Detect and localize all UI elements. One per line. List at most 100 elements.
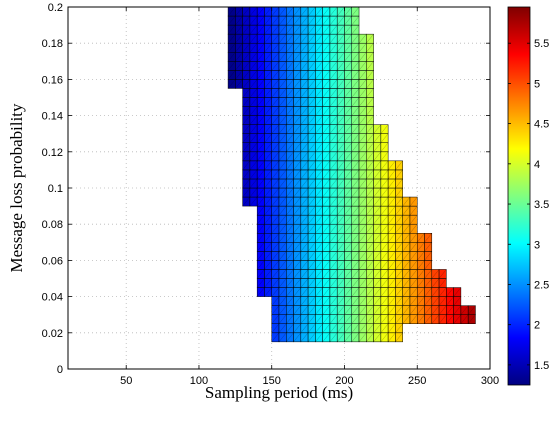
cell-diagonal xyxy=(286,287,294,297)
cell-diagonal xyxy=(409,206,418,216)
cell-diagonal xyxy=(395,323,403,333)
cell-diagonal xyxy=(257,251,265,261)
cell-diagonal xyxy=(431,296,440,306)
cell-diagonal xyxy=(409,242,418,252)
cell-diagonal xyxy=(286,269,294,279)
cell-diagonal xyxy=(257,124,265,134)
cell-diagonal xyxy=(293,332,301,342)
cell-diagonal xyxy=(257,61,265,71)
cell-diagonal xyxy=(322,269,331,279)
cell-diagonal xyxy=(315,332,323,342)
cell-diagonal xyxy=(315,15,323,26)
cell-diagonal xyxy=(257,169,265,180)
cell-diagonal xyxy=(351,323,360,333)
cell-diagonal xyxy=(264,224,272,234)
cell-diagonal xyxy=(366,215,374,225)
cell-diagonal xyxy=(417,314,425,324)
cell-diagonal xyxy=(315,314,323,324)
cell-diagonal xyxy=(286,88,294,98)
cell-diagonal xyxy=(278,233,287,243)
cell-diagonal xyxy=(358,242,367,252)
cell-diagonal xyxy=(293,215,301,225)
cell-diagonal xyxy=(264,106,272,116)
cell-diagonal xyxy=(395,160,403,170)
cell-diagonal xyxy=(351,305,360,315)
cell-diagonal xyxy=(358,88,367,98)
cell-diagonal xyxy=(300,79,309,89)
cell-diagonal xyxy=(293,296,301,306)
cell-diagonal xyxy=(344,25,352,35)
cell-diagonal xyxy=(271,332,280,342)
cell-diagonal xyxy=(271,15,280,26)
cell-diagonal xyxy=(388,278,396,288)
cell-diagonal xyxy=(344,269,352,279)
cell-diagonal xyxy=(373,305,381,315)
cell-diagonal xyxy=(358,187,367,198)
cell-diagonal xyxy=(257,133,265,143)
y-tick-label: 0.06 xyxy=(42,255,63,267)
cell-diagonal xyxy=(293,169,301,180)
cell-diagonal xyxy=(293,70,301,80)
cell-diagonal xyxy=(395,278,403,288)
cell-diagonal xyxy=(307,88,316,98)
cell-diagonal xyxy=(307,323,316,333)
cell-diagonal xyxy=(278,79,287,89)
cell-diagonal xyxy=(300,88,309,98)
cell-diagonal xyxy=(417,305,425,315)
cell-diagonal xyxy=(402,196,411,207)
cell-diagonal xyxy=(351,206,360,216)
cell-diagonal xyxy=(329,97,338,107)
cell-diagonal xyxy=(286,70,294,80)
cell-diagonal xyxy=(249,187,258,198)
cell-diagonal xyxy=(380,206,389,216)
cell-diagonal xyxy=(337,6,345,17)
cell-diagonal xyxy=(242,169,251,180)
cell-diagonal xyxy=(388,251,396,261)
cell-diagonal xyxy=(366,124,374,134)
cell-diagonal xyxy=(227,43,236,53)
cell-diagonal xyxy=(373,187,381,198)
cell-diagonal xyxy=(337,287,345,297)
cell-diagonal xyxy=(315,251,323,261)
cell-diagonal xyxy=(438,287,447,297)
cell-diagonal xyxy=(315,160,323,170)
cell-diagonal xyxy=(293,34,301,44)
cell-diagonal xyxy=(380,124,389,134)
cell-diagonal xyxy=(257,215,265,225)
cell-diagonal xyxy=(380,332,389,342)
cell-diagonal xyxy=(351,233,360,243)
cell-diagonal xyxy=(424,305,432,315)
cell-diagonal xyxy=(322,151,331,161)
cell-diagonal xyxy=(337,61,345,71)
cell-diagonal xyxy=(271,178,280,189)
cell-diagonal xyxy=(278,323,287,333)
cell-diagonal xyxy=(315,178,323,189)
cell-diagonal xyxy=(300,6,309,17)
cell-diagonal xyxy=(271,88,280,98)
cell-diagonal xyxy=(293,133,301,143)
cell-diagonal xyxy=(264,269,272,279)
cell-diagonal xyxy=(249,61,258,71)
cell-diagonal xyxy=(286,215,294,225)
cell-diagonal xyxy=(358,52,367,62)
cell-diagonal xyxy=(329,178,338,189)
cell-diagonal xyxy=(395,287,403,297)
cell-diagonal xyxy=(300,187,309,198)
cell-diagonal xyxy=(402,296,411,306)
cell-diagonal xyxy=(373,323,381,333)
cell-diagonal xyxy=(235,34,243,44)
cell-diagonal xyxy=(453,314,462,324)
cell-diagonal xyxy=(286,296,294,306)
cell-diagonal xyxy=(395,196,403,207)
cell-diagonal xyxy=(257,160,265,170)
cell-diagonal xyxy=(300,160,309,170)
cell-diagonal xyxy=(344,206,352,216)
cell-diagonal xyxy=(358,233,367,243)
cell-diagonal xyxy=(395,215,403,225)
cell-diagonal xyxy=(249,70,258,80)
cell-diagonal xyxy=(257,115,265,125)
cell-diagonal xyxy=(242,25,251,35)
cell-diagonal xyxy=(286,260,294,270)
cell-diagonal xyxy=(388,196,396,207)
cell-diagonal xyxy=(322,61,331,71)
